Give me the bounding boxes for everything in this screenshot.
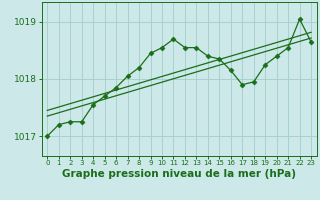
X-axis label: Graphe pression niveau de la mer (hPa): Graphe pression niveau de la mer (hPa) xyxy=(62,169,296,179)
